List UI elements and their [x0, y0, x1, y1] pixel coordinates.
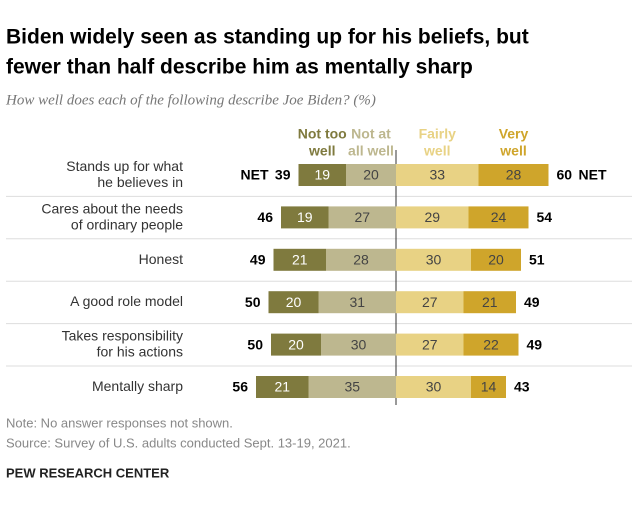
value-label: 22 [483, 336, 499, 352]
value-label: 31 [349, 294, 365, 310]
value-label: 21 [292, 252, 308, 268]
category-line: Stands up for what [66, 158, 183, 174]
net-left: 46 [257, 209, 273, 225]
net-right: 49 [527, 336, 543, 352]
value-label: 14 [481, 379, 497, 395]
bar-segment [271, 333, 321, 356]
legend-label: well [423, 143, 450, 159]
category-label: Stands up for what he believes in [66, 158, 183, 190]
bar-segment [396, 376, 471, 398]
bar-segment [471, 376, 506, 398]
net-right: 54 [537, 209, 553, 225]
bar-segment [468, 206, 529, 229]
bar-segment [308, 376, 396, 398]
value-label: 30 [351, 336, 367, 352]
subtitle: How well does each of the following desc… [5, 92, 376, 108]
bar-segment [318, 291, 396, 314]
value-label: 28 [353, 252, 369, 268]
category-line: Mentally sharp [92, 378, 183, 394]
value-label: 21 [482, 294, 498, 310]
bar-segment [396, 164, 479, 186]
net-right: 60 [557, 167, 573, 183]
value-label: 24 [491, 209, 507, 225]
category-line: he believes in [97, 174, 183, 190]
net-label: NET [241, 167, 269, 183]
value-label: 30 [426, 252, 442, 268]
net-right: 43 [514, 379, 530, 395]
value-label: 29 [424, 209, 440, 225]
category-label: Takes responsibility for his actions [62, 327, 183, 359]
value-label: 21 [274, 379, 290, 395]
net-right: 49 [524, 294, 540, 310]
bar-segment [273, 248, 326, 271]
brand: PEW RESEARCH CENTER [6, 465, 170, 480]
net-right: 51 [529, 252, 545, 268]
net-left: 56 [232, 379, 248, 395]
bar-segment [463, 333, 519, 356]
value-label: 27 [422, 294, 438, 310]
legend-label: all well [348, 143, 394, 159]
bar-segment [346, 164, 396, 186]
value-label: 28 [506, 167, 522, 183]
bar-segment [396, 206, 469, 229]
net-left: 50 [247, 336, 263, 352]
category-line: for his actions [97, 343, 183, 359]
legend-label: Not at [351, 126, 391, 142]
legend-label: Not too [298, 126, 347, 142]
category-label: Honest [139, 251, 183, 267]
bar-segment [321, 333, 396, 356]
value-label: 27 [422, 336, 438, 352]
value-label: 19 [297, 209, 313, 225]
category-line: Cares about the needs [41, 200, 183, 216]
category-line: of ordinary people [71, 216, 183, 232]
bar-segment [396, 333, 464, 356]
bar-segment [478, 164, 549, 186]
net-left: 39 [275, 167, 291, 183]
bar-segment [463, 291, 516, 314]
value-label: 20 [286, 294, 302, 310]
value-label: 35 [344, 379, 360, 395]
category-label: Cares about the needs of ordinary people [41, 200, 183, 232]
bar-segment [268, 291, 319, 314]
value-label: 33 [429, 167, 445, 183]
bar-segment [298, 164, 346, 186]
net-left: 49 [250, 252, 266, 268]
legend-label: well [499, 143, 526, 159]
value-label: 19 [314, 167, 330, 183]
legend-label: Very [499, 126, 529, 142]
bar-segment [326, 248, 396, 271]
value-label: 20 [288, 336, 304, 352]
title-line: Biden widely seen as standing up for his… [6, 26, 529, 49]
bar-segment [328, 206, 396, 229]
category-line: Takes responsibility [62, 327, 183, 343]
bar-segment [396, 248, 471, 271]
value-label: 30 [426, 379, 442, 395]
net-label: NET [579, 167, 607, 183]
bar-segment [256, 376, 309, 398]
note: Note: No answer responses not shown. [6, 415, 233, 430]
legend-label: well [308, 143, 335, 159]
value-label: 20 [488, 252, 504, 268]
bar-segment [396, 291, 464, 314]
bar-segment [281, 206, 329, 229]
net-left: 50 [245, 294, 261, 310]
value-label: 20 [363, 167, 379, 183]
title-line: fewer than half describe him as mentally… [6, 56, 473, 79]
value-label: 27 [354, 209, 370, 225]
category-line: Honest [139, 251, 183, 267]
category-label: Mentally sharp [92, 378, 183, 394]
legend-label: Fairly [419, 126, 457, 142]
category-label: A good role model [70, 293, 183, 309]
bar-segment [471, 248, 521, 271]
category-line: A good role model [70, 293, 183, 309]
source: Source: Survey of U.S. adults conducted … [6, 435, 351, 450]
